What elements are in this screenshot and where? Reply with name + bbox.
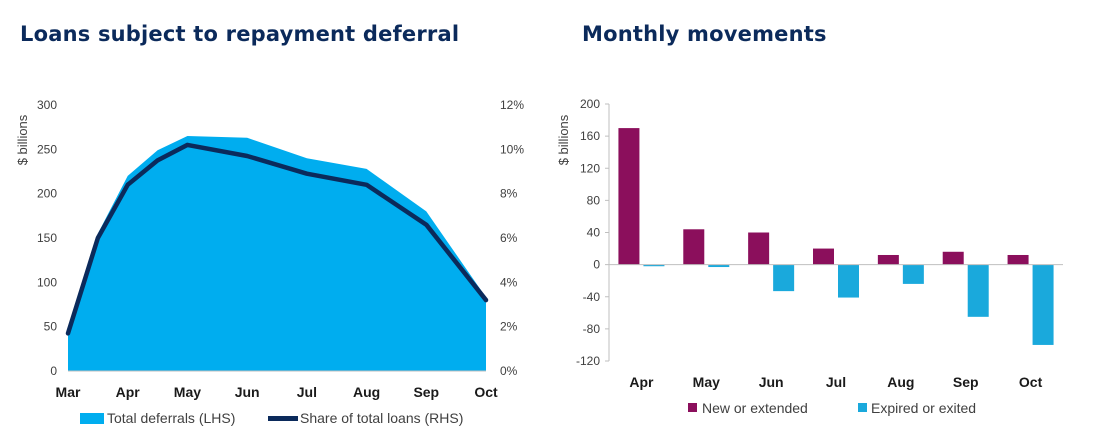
left-legend: Total deferrals (LHS) Share of total loa… (80, 410, 463, 426)
x-category-label: Jun (235, 384, 260, 400)
legend-swatch-new-or-extended (688, 403, 697, 412)
x-category-label: Sep (953, 374, 979, 390)
left-plot-area: 0 50 100 150 200 250 300 0% 2% 4% 6% 8% 10% 12% Mar Apr… (37, 98, 524, 400)
total-deferrals-area (68, 136, 486, 371)
x-category-label: May (174, 384, 201, 400)
left-chart-title: Loans subject to repayment deferral (20, 22, 460, 46)
bar-new-or-extended (618, 128, 640, 265)
right-y-tick-label: 200 (580, 97, 600, 111)
right-y-tick-label: 0 (593, 258, 600, 272)
x-category-label: Mar (56, 384, 81, 400)
left-y-tick-label: 200 (37, 187, 57, 201)
right-chart-title: Monthly movements (582, 22, 827, 46)
bar-new-or-extended (813, 248, 834, 265)
right-y-tick-label: 10% (500, 142, 524, 156)
left-y-tick-label: 0 (50, 364, 57, 378)
legend-label-new-or-extended: New or extended (702, 400, 808, 416)
x-category-label: Jul (826, 374, 846, 390)
x-category-label: Aug (353, 384, 380, 400)
bar-expired-or-exited (838, 264, 859, 298)
right-y-tick-label: 80 (587, 193, 601, 207)
right-y-tick-label: 6% (500, 231, 518, 245)
right-y-tick-label: -120 (576, 354, 600, 368)
bar-new-or-extended (1007, 254, 1029, 265)
right-y-tick-label: 40 (587, 226, 601, 240)
right-y-tick-label: 12% (500, 98, 524, 112)
bar-expired-or-exited (708, 264, 730, 268)
right-y-tick-label: 4% (500, 275, 518, 289)
x-category-label: Aug (887, 374, 914, 390)
bar-expired-or-exited (643, 264, 665, 267)
legend-swatch-total-deferrals (80, 413, 104, 424)
x-category-label: May (693, 374, 720, 390)
left-y-tick-label: 150 (37, 231, 57, 245)
bar-expired-or-exited (1032, 264, 1054, 345)
right-y-tick-label: 0% (500, 364, 518, 378)
right-y-tick-label: 120 (580, 161, 600, 175)
left-y-tick-label: 100 (37, 275, 57, 289)
legend-label-share-of-loans: Share of total loans (RHS) (300, 410, 463, 426)
x-category-label: Jul (297, 384, 317, 400)
right-y-tick-label: -40 (583, 290, 601, 304)
left-y-tick-label: 300 (37, 98, 57, 112)
bar-expired-or-exited (967, 264, 989, 317)
right-y-tick-label: 2% (500, 320, 518, 334)
bar-expired-or-exited (902, 264, 924, 284)
left-y-tick-label: 50 (44, 320, 58, 334)
legend-swatch-share-of-loans (268, 416, 298, 421)
bar-new-or-extended (748, 232, 770, 265)
bar-new-or-extended (942, 251, 964, 265)
right-y-tick-label: 8% (500, 187, 518, 201)
left-y-axis-label: $ billions (15, 114, 30, 165)
x-category-label: Sep (413, 384, 439, 400)
share-of-loans-line (65, 142, 489, 336)
x-category-label: Oct (1019, 374, 1043, 390)
right-plot-area: Apr May Jun Jul Aug Sep Oct 200 160 120 80 40 0 -40 -8… (576, 97, 1063, 390)
x-category-label: Apr (116, 384, 141, 400)
legend-label-total-deferrals: Total deferrals (LHS) (107, 410, 235, 426)
legend-swatch-expired-or-exited (858, 403, 867, 412)
bar-new-or-extended (877, 254, 899, 265)
right-y-tick-label: 160 (580, 129, 600, 143)
bar-new-or-extended (683, 229, 705, 265)
x-category-label: Oct (474, 384, 498, 400)
legend-label-expired-or-exited: Expired or exited (871, 400, 976, 416)
x-category-label: Apr (629, 374, 654, 390)
left-y-tick-label: 250 (37, 142, 57, 156)
right-y-axis-label: $ billions (556, 114, 571, 165)
bar-expired-or-exited (773, 264, 795, 292)
x-category-label: Jun (759, 374, 784, 390)
right-legend: New or extended Expired or exited (688, 400, 976, 416)
right-y-tick-label: -80 (583, 322, 601, 336)
deferral-area-chart: $ billions 0 50 100 150 200 250 300 0% 2% 4% 6% 8% 1… (15, 98, 524, 426)
